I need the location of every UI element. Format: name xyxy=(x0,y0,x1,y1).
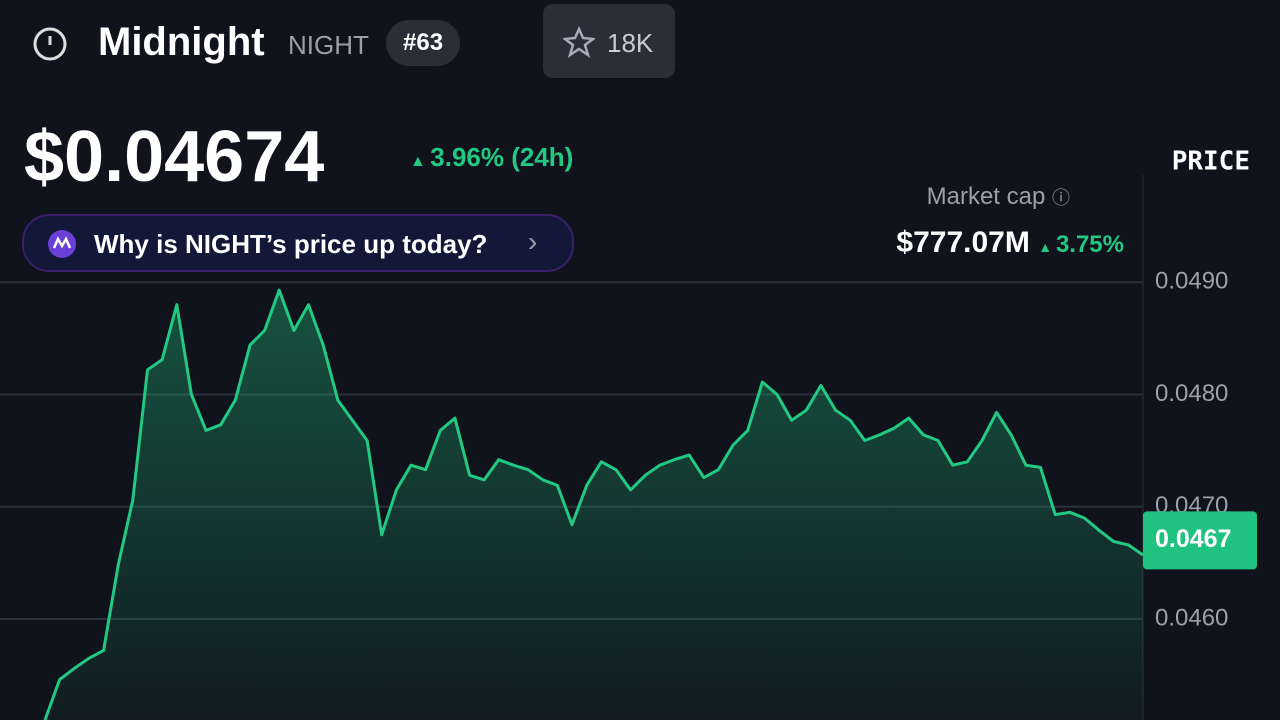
market-cap-change: 3.75% xyxy=(1055,231,1124,258)
chevron: › xyxy=(528,226,538,257)
rank-badge: #63 xyxy=(386,20,461,66)
watchlist-count: 18K xyxy=(607,28,654,58)
price-change-value: 3.96% (24h) xyxy=(430,142,574,172)
ai-prompt[interactable]: Why is NIGHT’s price up today? › xyxy=(22,214,574,272)
coin-name: Midnight xyxy=(98,20,265,64)
y-tick-label: 0.0480 xyxy=(1155,380,1228,407)
y-tick-label: 0.0490 xyxy=(1155,268,1228,295)
ai-icon xyxy=(48,230,76,258)
info-icon[interactable] xyxy=(32,26,68,62)
market-cap-label-text: Market cap xyxy=(926,183,1046,210)
axis-title: PRICE xyxy=(1172,147,1250,177)
ai-prompt-text: Why is NIGHT’s price up today? xyxy=(94,229,488,259)
market-cap-value: $777.07M xyxy=(896,226,1030,259)
star-icon xyxy=(563,26,595,58)
price: $0.04674 xyxy=(24,117,325,197)
current-price-label: 0.0467 xyxy=(1155,525,1231,553)
price-area xyxy=(45,290,1143,720)
current-price-tag xyxy=(1143,511,1257,570)
coin-symbol: NIGHT xyxy=(288,30,369,60)
price-line xyxy=(43,288,1144,720)
market-cap: $777.07M ▲ 3.75% xyxy=(896,226,1124,259)
price-change: ▲ 3.96% (24h) xyxy=(410,142,574,172)
y-tick-label: 0.0460 xyxy=(1155,604,1228,631)
market-cap-label: Market cap ⓘ xyxy=(926,183,1070,210)
watchlist-button[interactable]: 18K xyxy=(543,4,675,78)
